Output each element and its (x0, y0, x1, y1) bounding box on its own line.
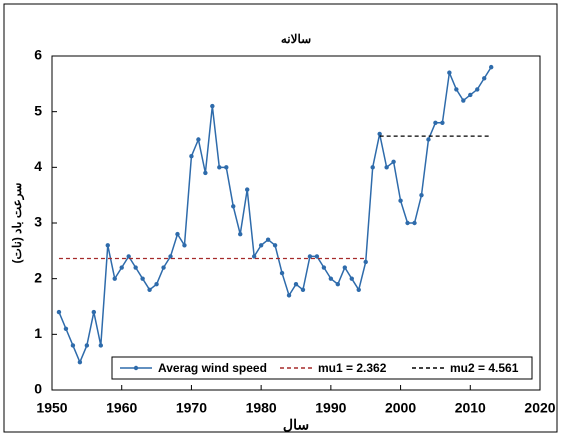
data-point (405, 220, 410, 226)
data-point (91, 309, 97, 315)
data-point (433, 120, 438, 126)
data-point (133, 265, 138, 270)
data-point (300, 287, 306, 292)
data-point (447, 70, 452, 75)
data-point (370, 165, 375, 170)
data-point (70, 343, 76, 348)
x-axis-label: سال (283, 417, 309, 433)
data-point (77, 359, 83, 365)
data-point (384, 165, 389, 170)
legend-label: Averag wind speed (158, 361, 267, 375)
data-point (482, 76, 487, 81)
data-point (224, 165, 229, 170)
data-point (196, 137, 201, 142)
y-tick-label: 1 (34, 325, 42, 341)
data-point (119, 265, 124, 270)
y-tick-label: 3 (34, 214, 42, 230)
data-point (258, 243, 264, 248)
data-point (489, 64, 494, 70)
data-point (251, 254, 257, 259)
x-tick-label: 2010 (455, 400, 486, 416)
data-point (168, 254, 173, 259)
data-point (105, 243, 110, 248)
x-tick-label: 1980 (246, 400, 277, 416)
data-point (454, 87, 459, 92)
data-point (461, 98, 466, 103)
data-point (328, 276, 334, 281)
data-point (419, 192, 424, 198)
y-tick-label: 4 (34, 158, 42, 174)
x-tick-label: 1950 (36, 400, 67, 416)
data-point (189, 154, 194, 159)
data-point (293, 282, 299, 287)
data-point (63, 326, 69, 331)
data-point (440, 120, 445, 126)
legend-label: mu2 = 4.561 (450, 361, 519, 375)
data-point (126, 254, 131, 259)
data-point (210, 103, 215, 109)
data-point (475, 87, 480, 92)
data-point (412, 220, 417, 226)
data-point (56, 309, 62, 315)
legend-label: mu1 = 2.362 (318, 361, 387, 375)
data-point (349, 276, 354, 281)
data-point (314, 254, 320, 259)
data-point (203, 170, 208, 176)
x-tick-label: 1990 (315, 400, 346, 416)
data-point (161, 265, 166, 270)
data-point (279, 270, 285, 276)
data-point (238, 231, 243, 237)
data-point (98, 343, 104, 348)
x-tick-label: 2000 (385, 400, 416, 416)
data-point (265, 237, 271, 242)
data-point (245, 187, 250, 192)
legend-box (111, 356, 533, 380)
data-point (154, 282, 159, 287)
x-tick-label: 2020 (524, 400, 555, 416)
data-point (356, 287, 361, 292)
data-point (398, 198, 403, 203)
data-point (272, 243, 278, 248)
y-tick-label: 2 (34, 269, 42, 285)
y-tick-label: 5 (34, 102, 42, 118)
data-point (468, 92, 473, 98)
data-point (363, 259, 368, 265)
y-tick-label: 0 (34, 381, 42, 397)
x-tick-label: 1960 (106, 400, 137, 416)
data-point (147, 287, 152, 292)
data-point (217, 165, 222, 170)
y-tick-label: 6 (34, 47, 42, 63)
data-point (84, 343, 90, 348)
data-point (182, 243, 187, 248)
data-point (140, 276, 145, 281)
y-axis-label: سرعت باد (نات) (10, 183, 25, 264)
data-point (231, 204, 236, 209)
data-point (175, 231, 180, 237)
data-point (426, 137, 431, 142)
data-point (335, 282, 341, 287)
x-tick-label: 1970 (176, 400, 207, 416)
chart-title: سالانه (281, 32, 311, 46)
data-point (391, 159, 396, 164)
legend-marker (133, 365, 139, 371)
data-point (342, 265, 347, 270)
data-point (377, 131, 382, 137)
data-point (286, 293, 292, 298)
data-point (321, 265, 327, 270)
data-point (307, 254, 313, 259)
data-point (112, 276, 117, 281)
